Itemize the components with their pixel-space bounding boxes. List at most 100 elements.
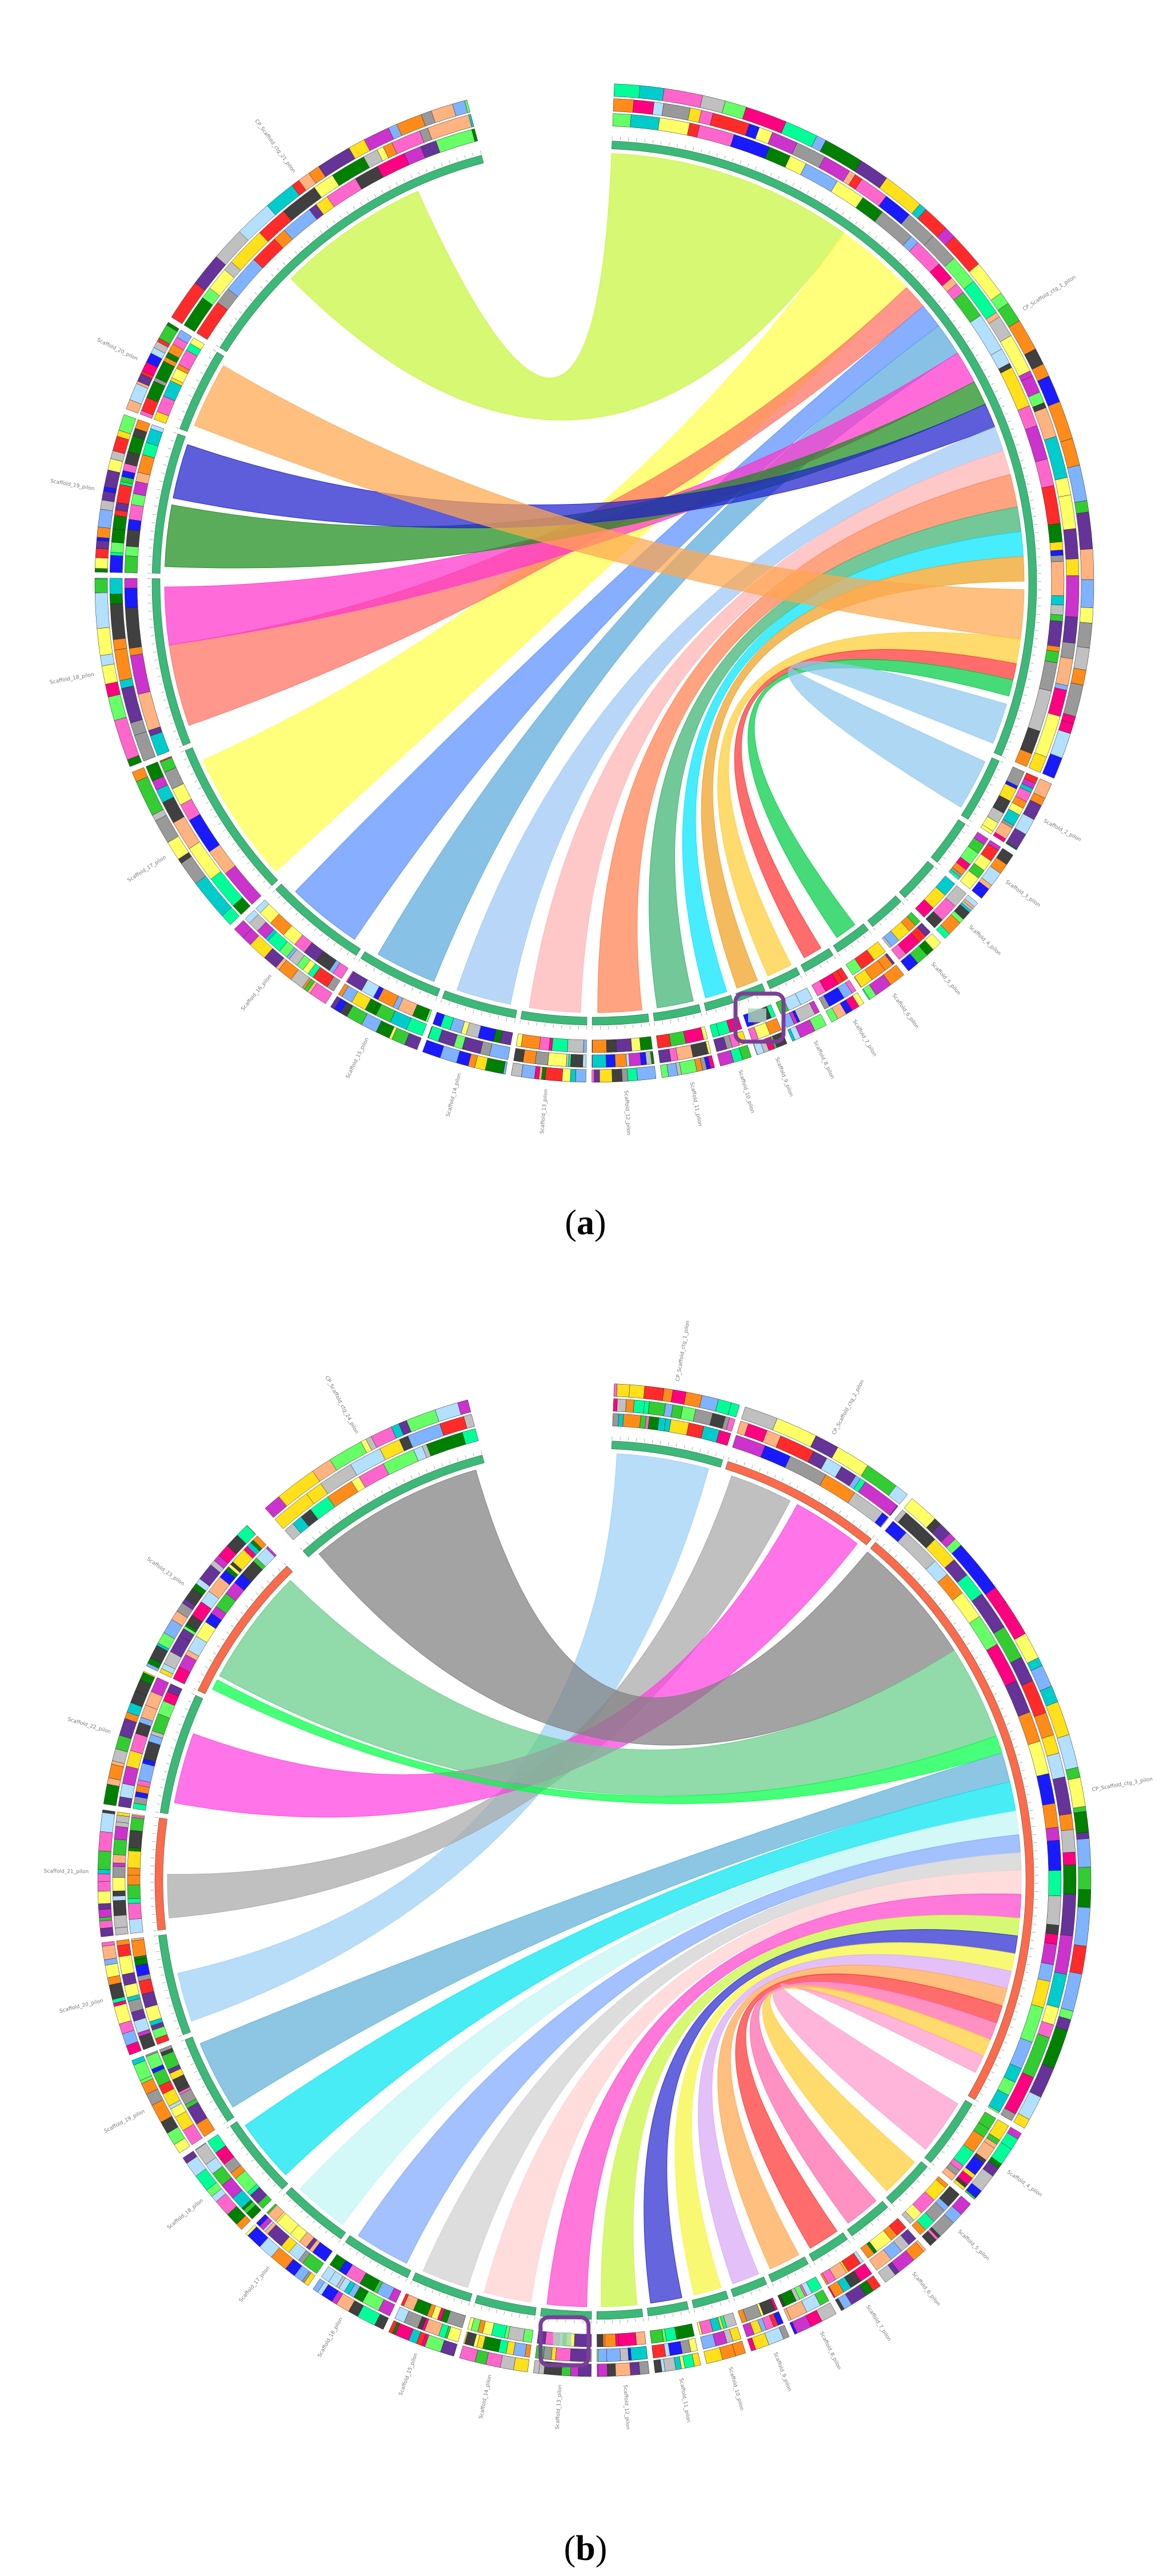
annotation-block (1045, 650, 1060, 663)
annotation-block (122, 1766, 139, 1786)
segment-label: Scaffold_19_pilon (50, 478, 95, 492)
annotation-block (748, 1026, 759, 1042)
annotation-track (432, 1011, 513, 1046)
annotation-block (599, 1069, 613, 1083)
annotation-block (511, 1062, 523, 1077)
annotation-track (173, 1546, 277, 1685)
ideogram-band (275, 883, 361, 956)
annotation-block (684, 1391, 702, 1408)
annotation-block (726, 1417, 736, 1432)
tick-marks (342, 2243, 407, 2282)
ideogram-band (611, 1441, 724, 1468)
annotation-track (285, 1428, 479, 1541)
ideogram-band (924, 2099, 973, 2163)
ideogram-band (809, 2232, 848, 2262)
annotation-block (1074, 500, 1089, 514)
annotation-track (948, 831, 989, 880)
annotation-block (700, 2334, 716, 2350)
annotation-block (747, 2337, 756, 2351)
annotation-block (1049, 541, 1064, 551)
annotation-block (652, 2343, 666, 2358)
annotation-track (885, 1521, 1062, 2114)
tick-marks (155, 1693, 195, 1813)
tick-marks (440, 999, 515, 1023)
annotation-block (664, 2327, 677, 2342)
ideogram-band (833, 923, 869, 953)
annotation-block (648, 1416, 660, 1430)
annotation-block (1065, 558, 1080, 576)
tick-marks (938, 824, 969, 866)
segment: Scaffold_11_pilon (647, 2301, 701, 2423)
annotation-block (135, 419, 150, 433)
annotation-track (972, 848, 1014, 899)
segment-label: Scaffold_18_pilon (166, 2198, 205, 2231)
segment-label: Scaffold_20_pilon (59, 1998, 104, 2015)
tick-marks (648, 2310, 690, 2321)
tick-marks (876, 1538, 1038, 2102)
annotation-block (614, 1053, 627, 1067)
annotation-block (98, 1909, 112, 1918)
annotation-track (732, 1435, 889, 1528)
annotation-track (862, 965, 904, 1001)
annotation-block (256, 2214, 266, 2224)
annotation-block (616, 1383, 630, 1398)
ideogram-band (158, 1934, 191, 2035)
ideogram-band (154, 1817, 167, 1931)
annotation-block (845, 958, 862, 975)
annotation-block (127, 1898, 141, 1904)
segment-label: Scaffold_8_pilon (812, 1040, 835, 1080)
annotation-track (891, 922, 931, 960)
segment: Scaffold_10_pilon (692, 2290, 746, 2411)
annotation-block (113, 1862, 126, 1867)
annotation-block (117, 1943, 131, 1957)
annotation-block (1028, 752, 1047, 773)
annotation-block (592, 1054, 593, 1068)
annotation-track (613, 98, 1080, 773)
annotation-block (628, 1052, 642, 1067)
tick-marks (813, 2239, 851, 2266)
ideogram-band (692, 2290, 729, 2309)
annotation-block (818, 995, 830, 1010)
annotation-track (274, 1414, 475, 1529)
tick-marks (272, 890, 356, 960)
annotation-track (265, 1399, 471, 1518)
segment-label: Scaffold_17_pilon (127, 855, 167, 884)
annotation-track (159, 2045, 215, 2137)
annotation-block (618, 1413, 624, 1427)
annotation-track (818, 979, 857, 1010)
segment-label: Scaffold_5_pilon (930, 962, 962, 997)
annotation-block (432, 1011, 445, 1027)
annotation-track (960, 839, 1001, 890)
annotation-block (513, 2357, 530, 2373)
annotation-block (592, 1039, 593, 1053)
annotation-block (835, 2298, 845, 2311)
annotation-block (972, 881, 989, 899)
annotation-block (618, 2332, 637, 2347)
annotation-block (638, 2361, 650, 2375)
annotation-block (1050, 614, 1064, 622)
annotation-block (592, 1039, 607, 1053)
annotation-track (738, 2297, 778, 2323)
annotation-track (94, 414, 137, 573)
annotation-block (880, 1517, 889, 1528)
annotation-block (131, 1814, 145, 1817)
annotation-block (105, 681, 121, 698)
annotation-track (783, 2289, 829, 2321)
annotation-track (597, 2331, 646, 2347)
annotation-block (145, 2050, 158, 2057)
annotation-track (126, 322, 179, 414)
annotation-block (100, 653, 115, 666)
annotation-block (338, 983, 349, 997)
ideogram-band (870, 1542, 1034, 2100)
annotation-block (820, 2273, 829, 2286)
annotation-track (116, 1939, 156, 2050)
annotation-block (266, 1546, 277, 1558)
ideogram-band (230, 2121, 289, 2190)
annotation-track (196, 128, 478, 340)
annotation-block (921, 2230, 937, 2246)
annotation-block (638, 85, 665, 101)
annotation-block (94, 568, 108, 573)
ideogram-band (704, 995, 734, 1011)
annotation-block (1076, 1838, 1091, 1868)
tick-marks (592, 1023, 650, 1030)
